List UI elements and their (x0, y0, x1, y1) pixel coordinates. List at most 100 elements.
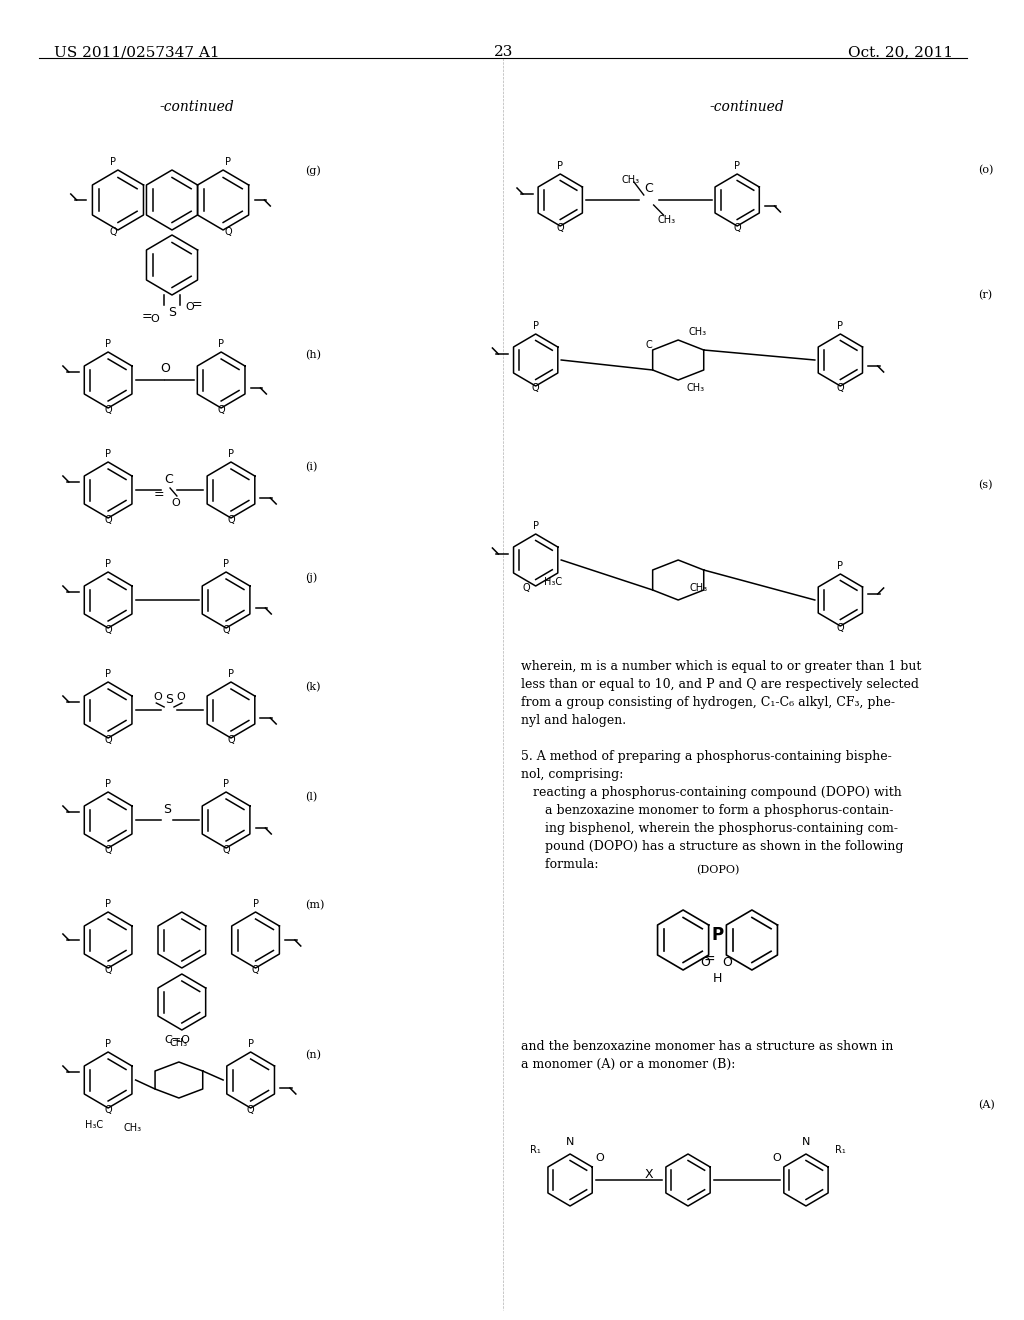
Text: =: = (703, 953, 716, 968)
Text: R₁: R₁ (835, 1144, 846, 1155)
Text: Q: Q (222, 845, 229, 855)
Text: less than or equal to 10, and P and Q are respectively selected: less than or equal to 10, and P and Q ar… (521, 678, 919, 690)
Text: P: P (712, 927, 724, 944)
Text: Q: Q (556, 223, 564, 234)
Text: P: P (110, 157, 116, 168)
Text: US 2011/0257347 A1: US 2011/0257347 A1 (54, 45, 220, 59)
Text: reacting a phosphorus-containing compound (DOPO) with: reacting a phosphorus-containing compoun… (521, 785, 902, 799)
Text: H₃C: H₃C (85, 1119, 103, 1130)
Text: Q: Q (222, 624, 229, 635)
Text: O: O (171, 498, 180, 508)
Text: ing bisphenol, wherein the phosphorus-containing com-: ing bisphenol, wherein the phosphorus-co… (521, 822, 898, 836)
Text: wherein, m is a number which is equal to or greater than 1 but: wherein, m is a number which is equal to… (521, 660, 922, 673)
Text: (i): (i) (305, 462, 317, 473)
Text: R₁: R₁ (530, 1144, 541, 1155)
Text: a benzoxazine monomer to form a phosphorus-contain-: a benzoxazine monomer to form a phosphor… (521, 804, 893, 817)
Text: Q: Q (104, 845, 112, 855)
Text: and the benzoxazine monomer has a structure as shown in: and the benzoxazine monomer has a struct… (521, 1040, 893, 1053)
Text: H: H (713, 972, 722, 985)
Text: P: P (105, 449, 112, 459)
Text: P: P (532, 321, 539, 331)
Text: Q: Q (227, 735, 234, 744)
Text: (l): (l) (305, 792, 317, 803)
Text: formula:: formula: (521, 858, 598, 871)
Text: Q: Q (837, 623, 844, 634)
Text: P: P (838, 321, 844, 331)
Text: C=O: C=O (164, 1035, 189, 1045)
Text: Q: Q (104, 515, 112, 525)
Text: C: C (644, 182, 653, 195)
Text: Q: Q (104, 735, 112, 744)
Text: P: P (253, 899, 258, 909)
Text: C: C (165, 473, 173, 486)
Text: Q: Q (252, 965, 259, 975)
Text: S: S (165, 693, 173, 706)
Text: O: O (595, 1152, 604, 1163)
Text: P: P (225, 157, 231, 168)
Text: O: O (185, 302, 195, 312)
Text: Q: Q (247, 1105, 254, 1115)
Text: (A): (A) (978, 1100, 994, 1110)
Text: nol, comprising:: nol, comprising: (521, 768, 624, 781)
Text: O: O (722, 956, 732, 969)
Text: (DOPO): (DOPO) (696, 865, 739, 875)
Text: pound (DOPO) has a structure as shown in the following: pound (DOPO) has a structure as shown in… (521, 840, 903, 853)
Text: (r): (r) (978, 290, 992, 301)
Text: CH₃: CH₃ (690, 583, 709, 593)
Text: nyl and halogen.: nyl and halogen. (521, 714, 626, 727)
Text: CH₃: CH₃ (124, 1123, 141, 1133)
Text: (k): (k) (305, 682, 321, 692)
Text: Oct. 20, 2011: Oct. 20, 2011 (848, 45, 953, 59)
Text: C: C (645, 341, 652, 350)
Text: O: O (150, 314, 159, 323)
Text: P: P (105, 669, 112, 678)
Text: CH₃: CH₃ (170, 1038, 188, 1048)
Text: P: P (838, 561, 844, 572)
Text: 23: 23 (494, 45, 513, 59)
Text: Q: Q (522, 583, 529, 593)
Text: =: = (191, 298, 203, 312)
Text: P: P (223, 779, 229, 789)
Text: CH₃: CH₃ (657, 215, 676, 224)
Text: P: P (557, 161, 563, 172)
Text: -continued: -continued (159, 100, 233, 114)
Text: Q: Q (104, 405, 112, 414)
Text: Q: Q (104, 624, 112, 635)
Text: S: S (168, 306, 176, 319)
Text: =: = (141, 310, 153, 323)
Text: N: N (802, 1137, 810, 1147)
Text: P: P (105, 339, 112, 348)
Text: CH₃: CH₃ (622, 176, 640, 185)
Text: Q: Q (224, 227, 231, 238)
Text: Q: Q (104, 965, 112, 975)
Text: O: O (160, 362, 170, 375)
Text: O: O (699, 956, 710, 969)
Text: P: P (105, 899, 112, 909)
Text: P: P (218, 339, 224, 348)
Text: N: N (566, 1137, 574, 1147)
Text: Q: Q (104, 1105, 112, 1115)
Text: P: P (105, 1039, 112, 1049)
Text: P: P (105, 779, 112, 789)
Text: P: P (228, 449, 233, 459)
Text: CH₃: CH₃ (686, 383, 705, 393)
Text: Q: Q (837, 383, 844, 393)
Text: S: S (163, 803, 171, 816)
Text: P: P (532, 521, 539, 531)
Text: (h): (h) (305, 350, 321, 360)
Text: P: P (105, 558, 112, 569)
Text: O: O (772, 1152, 781, 1163)
Text: P: P (228, 669, 233, 678)
Text: Q: Q (531, 383, 540, 393)
Text: P: P (223, 558, 229, 569)
Text: from a group consisting of hydrogen, C₁-C₆ alkyl, CF₃, phe-: from a group consisting of hydrogen, C₁-… (521, 696, 895, 709)
Text: Q: Q (110, 227, 117, 238)
Text: X: X (644, 1168, 653, 1181)
Text: (o): (o) (978, 165, 993, 176)
Text: Q: Q (733, 223, 741, 234)
Text: (j): (j) (305, 572, 317, 582)
Text: a monomer (A) or a monomer (B):: a monomer (A) or a monomer (B): (521, 1059, 735, 1071)
Text: =: = (154, 488, 164, 502)
Text: (g): (g) (305, 165, 321, 176)
Text: 5. A method of preparing a phosphorus-containing bisphe-: 5. A method of preparing a phosphorus-co… (521, 750, 892, 763)
